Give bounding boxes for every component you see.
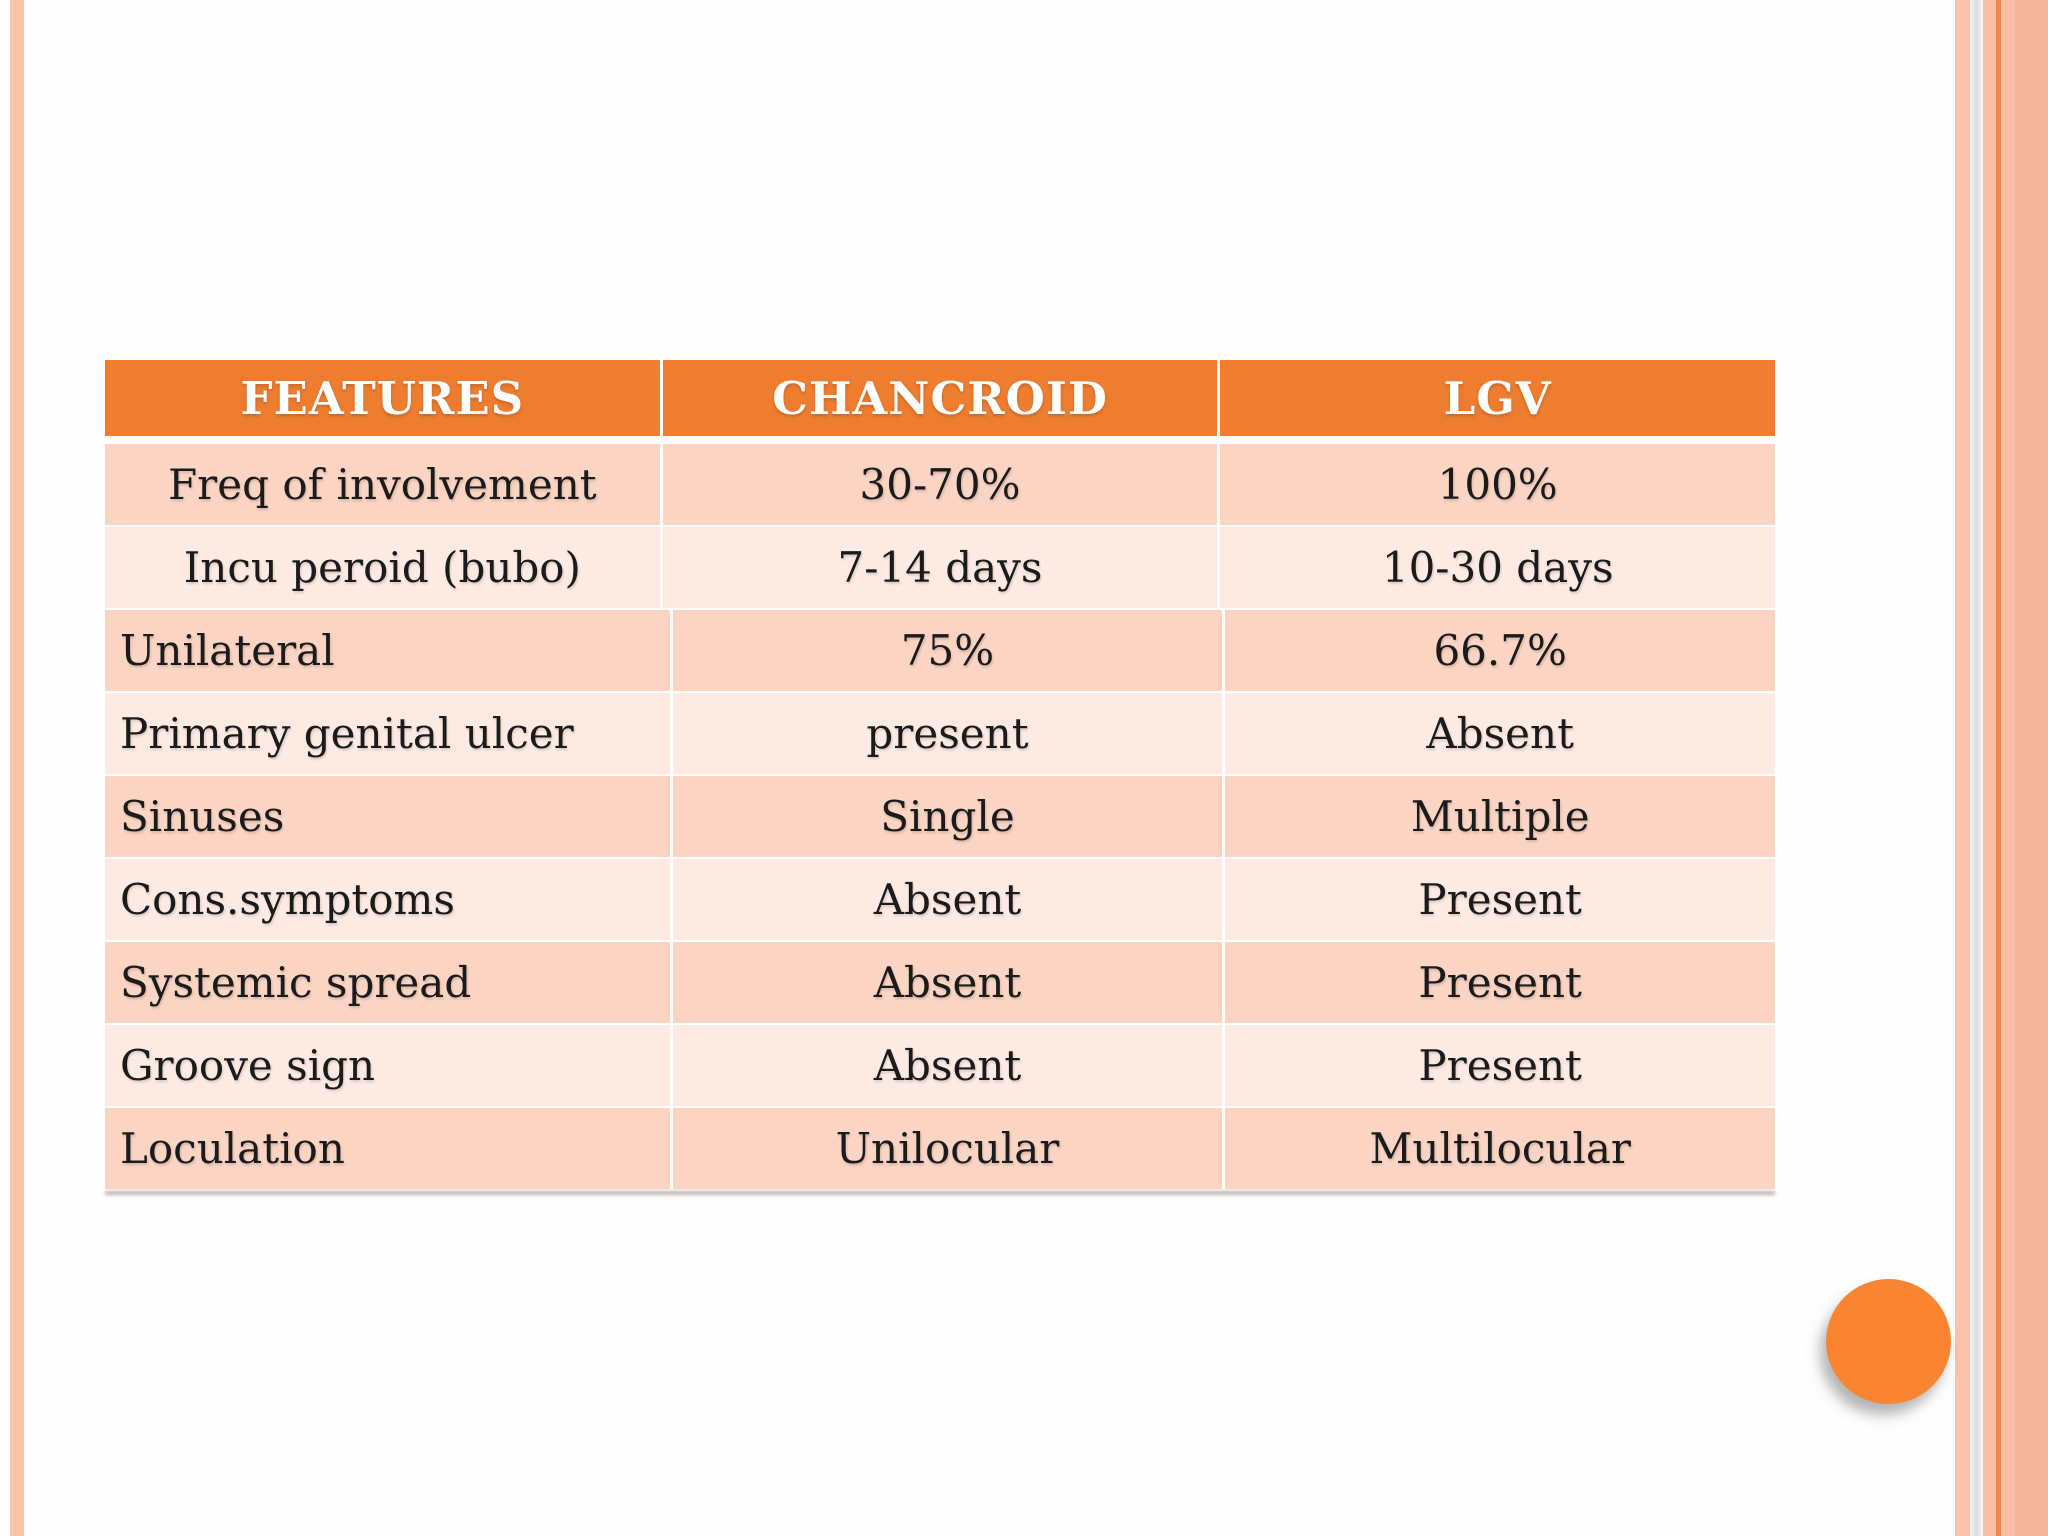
table-row: Systemic spread Absent Present	[105, 942, 1776, 1023]
table-bottom-shadow	[105, 1191, 1775, 1195]
cell-lgv: Absent	[1225, 693, 1776, 774]
table-header-row: FEATURES CHANCROID LGV	[105, 360, 1776, 436]
cell-feature: Systemic spread	[105, 942, 670, 1023]
table-row: Cons.symptoms Absent Present	[105, 859, 1776, 940]
cell-chancroid: present	[672, 693, 1223, 774]
cell-feature: Cons.symptoms	[105, 859, 670, 940]
column-header-lgv: LGV	[1220, 360, 1776, 436]
cell-chancroid: Absent	[672, 942, 1223, 1023]
table-row: Freq of involvement 30-70% 100%	[105, 444, 1776, 525]
cell-feature: Groove sign	[105, 1025, 670, 1106]
table-row: Incu peroid (bubo) 7-14 days 10-30 days	[105, 527, 1776, 608]
right-outer-band	[2015, 0, 2048, 1536]
cell-lgv: Multilocular	[1225, 1108, 1776, 1189]
cell-feature: Freq of involvement	[105, 444, 660, 525]
cell-feature: Unilateral	[105, 610, 670, 691]
decorative-circle	[1826, 1279, 1951, 1404]
cell-chancroid: Absent	[672, 1025, 1223, 1106]
cell-feature: Primary genital ulcer	[105, 693, 670, 774]
cell-chancroid: Single	[672, 776, 1223, 857]
table-row: Groove sign Absent Present	[105, 1025, 1776, 1106]
table-row: Primary genital ulcer present Absent	[105, 693, 1776, 774]
right-edge-shadow	[1970, 0, 1983, 1536]
cell-lgv: 100%	[1220, 444, 1776, 525]
cell-lgv: Present	[1225, 942, 1776, 1023]
cell-lgv: 66.7%	[1225, 610, 1776, 691]
column-header-features: FEATURES	[105, 360, 660, 436]
cell-chancroid: 75%	[672, 610, 1223, 691]
cell-lgv: 10-30 days	[1220, 527, 1776, 608]
cell-feature: Incu peroid (bubo)	[105, 527, 660, 608]
right-accent-line	[1996, 0, 2001, 1536]
table-row: Loculation Unilocular Multilocular	[105, 1108, 1776, 1189]
table-row: Unilateral 75% 66.7%	[105, 610, 1776, 691]
cell-chancroid: 7-14 days	[662, 527, 1218, 608]
right-border-stripe-thin	[1955, 0, 1970, 1536]
cell-feature: Loculation	[105, 1108, 670, 1189]
cell-chancroid: Unilocular	[672, 1108, 1223, 1189]
left-border-stripe	[10, 0, 24, 1536]
comparison-table: FEATURES CHANCROID LGV Freq of involveme…	[105, 360, 1776, 1191]
cell-lgv: Multiple	[1225, 776, 1776, 857]
cell-feature: Sinuses	[105, 776, 670, 857]
table-row: Sinuses Single Multiple	[105, 776, 1776, 857]
cell-chancroid: Absent	[672, 859, 1223, 940]
cell-lgv: Present	[1225, 1025, 1776, 1106]
cell-chancroid: 30-70%	[662, 444, 1218, 525]
column-header-chancroid: CHANCROID	[662, 360, 1218, 436]
cell-lgv: Present	[1225, 859, 1776, 940]
table-body: Freq of involvement 30-70% 100% Incu peroid…	[105, 444, 1776, 1189]
